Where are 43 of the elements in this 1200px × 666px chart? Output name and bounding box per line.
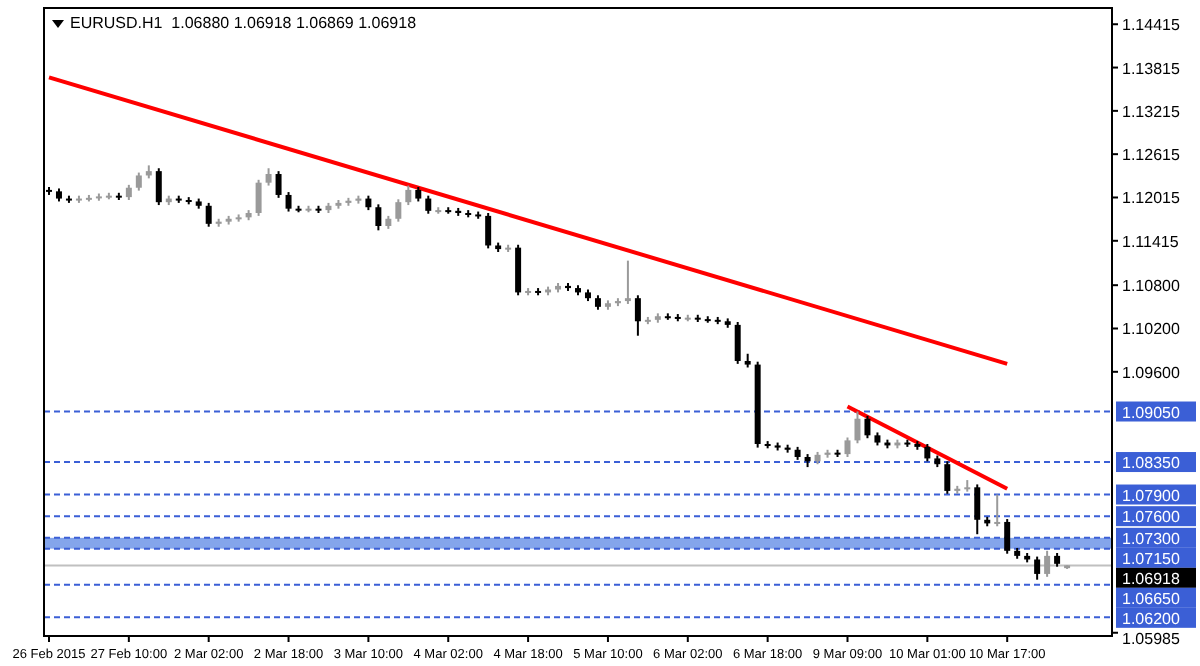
candlestick — [634, 294, 641, 337]
y-tick-label: 1.10800 — [1122, 277, 1181, 296]
candlestick — [155, 167, 162, 207]
y-tick-label: 1.13215 — [1122, 102, 1181, 121]
candlestick — [425, 194, 432, 215]
candlestick — [515, 243, 522, 297]
candlestick — [485, 212, 492, 250]
ref-line-label: 1.06918 — [1122, 569, 1181, 588]
ref-line-label: 1.08350 — [1122, 454, 1181, 473]
candlestick — [624, 259, 631, 305]
ref-line-label: 1.06650 — [1122, 589, 1181, 608]
candlestick — [974, 483, 981, 536]
ref-line-label: 1.07900 — [1122, 486, 1181, 505]
ref-line-label: 1.09050 — [1122, 403, 1181, 422]
candlestick — [854, 410, 861, 445]
ref-line-label: 1.07300 — [1122, 529, 1181, 548]
candlestick — [994, 493, 1001, 528]
candlestick — [375, 203, 382, 232]
candlestick — [405, 184, 412, 207]
ref-line-label: 1.07600 — [1122, 508, 1181, 527]
candlestick — [864, 414, 871, 440]
ref-line-label: 1.06200 — [1122, 609, 1181, 628]
y-tick-label: 1.13815 — [1122, 59, 1181, 78]
y-tick-label: 1.12615 — [1122, 146, 1181, 165]
y-tick-label: 1.09600 — [1122, 363, 1181, 382]
y-tick-label: 1.11415 — [1122, 232, 1180, 251]
candlestick — [395, 198, 402, 223]
y-tick-label: 1.12015 — [1122, 189, 1181, 208]
candlestick — [1034, 555, 1041, 581]
chart-title: EURUSD.H1 1.06880 1.06918 1.06869 1.06918 — [70, 14, 418, 32]
candlestick — [205, 201, 212, 228]
candlestick — [135, 171, 142, 192]
ref-line-label: 1.07150 — [1122, 549, 1181, 568]
candlestick — [275, 170, 282, 199]
candlestick — [1044, 549, 1051, 578]
candlestick — [285, 191, 292, 213]
y-tick-label: 1.05985 — [1122, 629, 1181, 648]
candlestick — [734, 321, 741, 365]
y-tick-label: 1.10200 — [1122, 320, 1181, 339]
y-tick-label: 1.14415 — [1122, 16, 1181, 35]
candlestick — [944, 460, 951, 495]
candlestick — [1004, 518, 1011, 555]
candlestick — [255, 178, 262, 217]
